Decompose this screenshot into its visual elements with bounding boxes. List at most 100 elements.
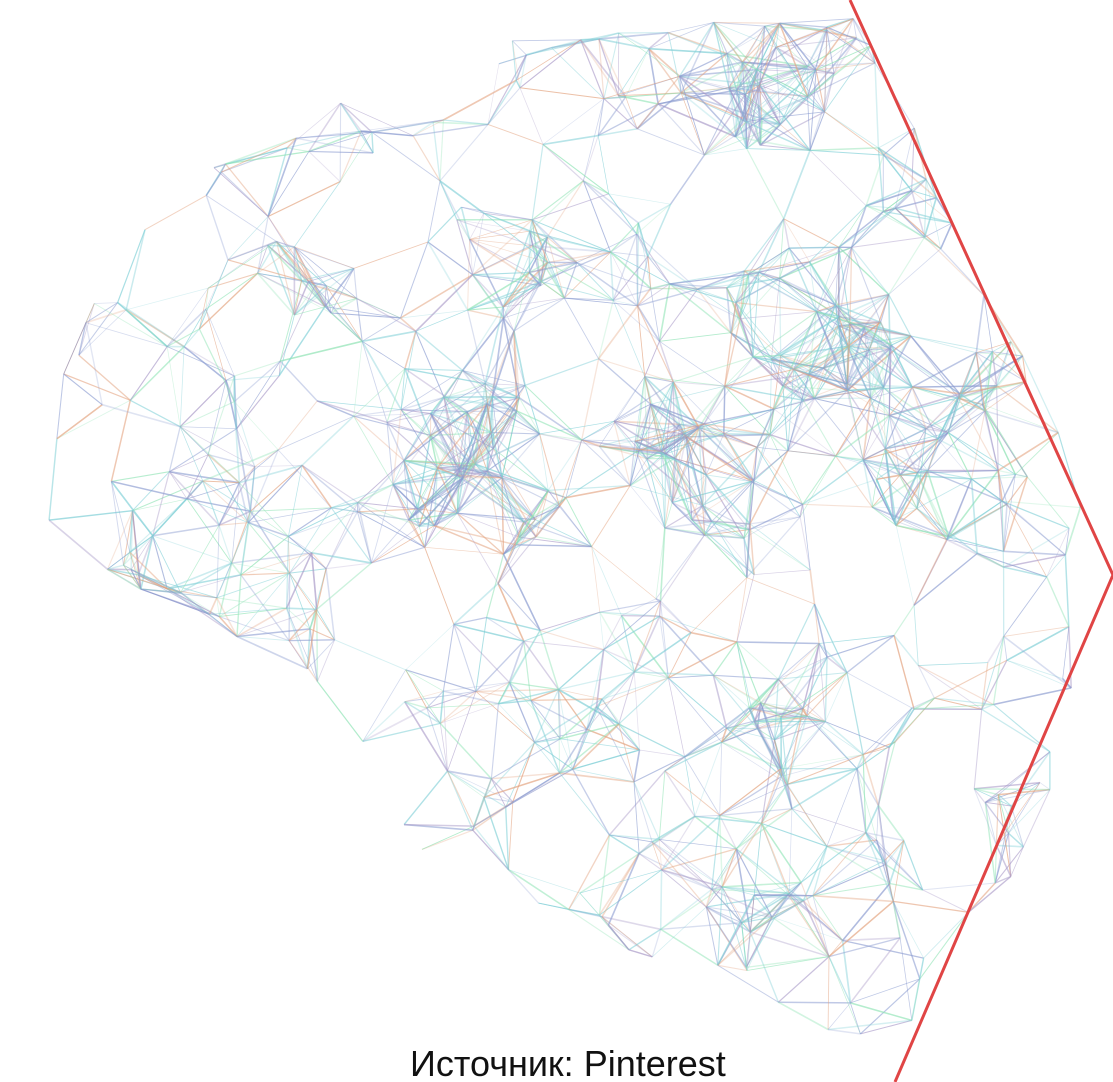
network-edge [293, 281, 310, 316]
network-edge [746, 956, 830, 971]
network-edge [56, 404, 103, 440]
network-edge [973, 788, 997, 846]
network-edge [660, 600, 669, 678]
network-edge [78, 302, 119, 356]
network-edge [608, 193, 638, 235]
network-edge [808, 311, 818, 375]
network-edge [780, 768, 782, 777]
network-edge [673, 356, 754, 383]
network-edge [582, 180, 612, 253]
network-edge [711, 888, 790, 894]
network-edge [419, 525, 435, 527]
network-edge [468, 239, 504, 308]
network-edge [490, 410, 518, 433]
network-edge [234, 360, 281, 377]
network-edge [911, 957, 925, 1021]
network-edge [110, 481, 124, 566]
network-edge [922, 882, 996, 891]
network-edge [515, 535, 537, 546]
network-edge [565, 451, 637, 499]
network-edge [386, 422, 394, 485]
network-edge [779, 69, 817, 125]
network-edge [736, 89, 808, 98]
network-edge [736, 848, 789, 895]
network-edge [447, 770, 506, 808]
network-edge [1006, 659, 1063, 680]
network-edge [759, 84, 825, 113]
network-edge [869, 348, 891, 351]
network-edge [828, 937, 901, 958]
network-edge [518, 497, 567, 538]
network-edge [123, 564, 142, 590]
network-edge [742, 61, 761, 86]
network-edge [603, 92, 682, 100]
network-edge [288, 628, 311, 642]
network-edge [132, 498, 188, 512]
network-edge [664, 770, 721, 816]
network-edge [846, 349, 870, 385]
network-edge [306, 609, 318, 669]
network-edge [634, 440, 662, 452]
network-edge [713, 21, 761, 86]
network-edge [744, 94, 763, 120]
network-edge [603, 649, 669, 679]
network-edge [826, 768, 858, 847]
network-edge [508, 630, 541, 683]
network-edge [257, 272, 326, 308]
network-edge [85, 322, 103, 405]
network-edge [386, 421, 438, 469]
network-edge [745, 916, 773, 968]
network-edge [780, 355, 810, 375]
network-edge [469, 238, 542, 287]
network-edge [802, 400, 837, 457]
network-edge [748, 529, 811, 571]
network-edge [816, 293, 889, 313]
network-edge [432, 122, 441, 181]
network-edge [107, 568, 142, 590]
network-edge [816, 304, 836, 313]
network-edge [739, 311, 817, 320]
network-edge [984, 802, 996, 884]
network-edge [885, 840, 905, 865]
network-edge [783, 218, 840, 248]
network-edge [948, 470, 999, 538]
network-edge [316, 400, 388, 423]
network-edge [997, 470, 1003, 502]
network-edge [748, 274, 780, 279]
network-edge [838, 316, 884, 388]
network-edge [754, 716, 782, 723]
network-edge [994, 845, 997, 884]
network-edge [779, 247, 790, 279]
network-edge [808, 373, 848, 391]
network-edge [899, 428, 927, 476]
network-edge [453, 624, 477, 692]
network-edge [660, 381, 674, 452]
network-edge [572, 706, 598, 770]
network-edge [760, 823, 790, 894]
network-edge [771, 895, 814, 918]
network-edge [473, 825, 510, 871]
network-edge [806, 37, 858, 98]
network-edge [937, 438, 972, 480]
network-edge [289, 568, 327, 574]
network-edge [357, 502, 425, 548]
network-edge [657, 103, 736, 138]
network-edge [916, 507, 978, 555]
network-edge [325, 511, 359, 570]
network-edge [892, 901, 924, 959]
network-edge [247, 466, 256, 523]
network-edge [512, 40, 527, 56]
network-edge [353, 268, 358, 299]
network-edge [447, 691, 477, 772]
network-edge [753, 434, 771, 481]
network-edge [167, 346, 235, 377]
network-edge [779, 23, 808, 67]
network-edge [838, 205, 867, 248]
network-edge [841, 940, 852, 1004]
network-edge [94, 303, 168, 348]
network-edge [433, 524, 504, 555]
network-edge [711, 823, 762, 890]
network-edge [166, 287, 209, 347]
network-edge [779, 66, 808, 125]
network-edge [660, 600, 692, 634]
